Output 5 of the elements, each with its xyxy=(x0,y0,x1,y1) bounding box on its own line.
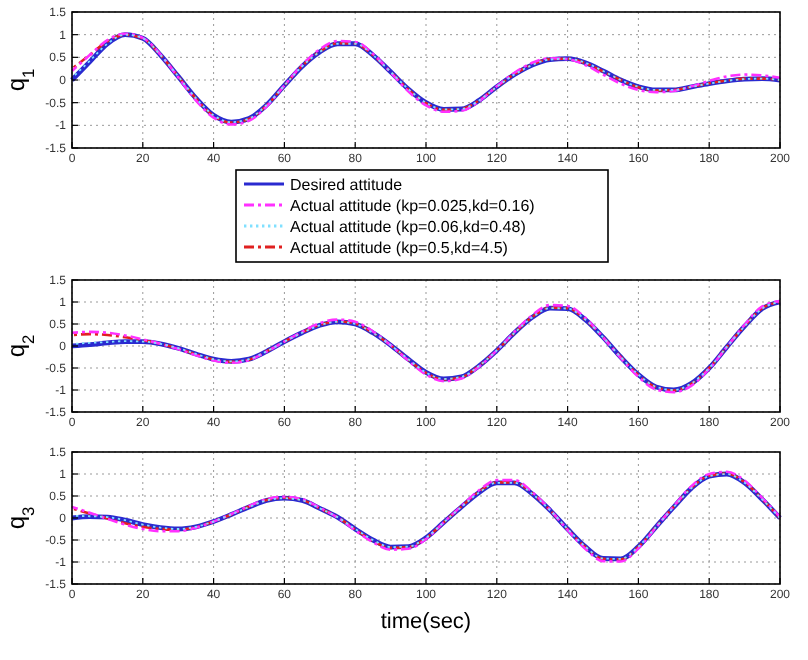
legend-label: Actual attitude (kp=0.5,kd=4.5) xyxy=(290,239,509,257)
x-axis-title: time(sec) xyxy=(380,610,472,634)
legend-label: Actual attitude (kp=0.06,kd=0.48) xyxy=(290,218,527,236)
legend-label: Desired attitude xyxy=(290,176,404,194)
legend-label: Actual attitude (kp=0.025,kd=0.16) xyxy=(290,197,536,215)
